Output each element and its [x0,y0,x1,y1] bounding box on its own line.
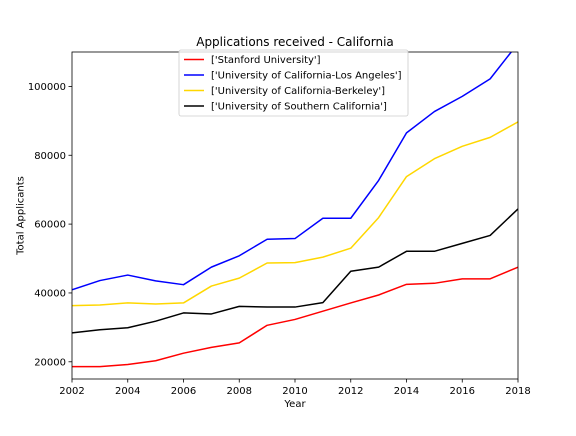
series-lines [72,52,518,368]
x-tick-label: 2004 [115,386,140,397]
x-tick-label: 2016 [450,386,475,397]
x-tick-label: 2002 [59,386,84,397]
legend-items: ['Stanford University'] ['University of C… [184,55,402,113]
y-tick-label: 40000 [34,288,66,299]
series-line-2 [72,52,513,291]
x-axis-label: Year [283,399,306,410]
series-line-3 [72,121,518,307]
x-tick-label: 2006 [171,386,196,397]
legend-box [178,49,409,117]
y-axis-label: Total Applicants [16,176,27,256]
legend-label-1: ['Stanford University'] [211,55,321,66]
x-tick-label: 2008 [227,386,252,397]
series-line-4 [72,208,518,334]
chart-title: Applications received - California [196,35,394,49]
y-axis: 20000 40000 60000 80000 100000 [28,82,72,368]
legend-label-4: ['University of Southern California'] [211,102,387,113]
y-tick-label: 100000 [28,82,66,93]
x-tick-label: 2014 [394,386,419,397]
x-tick-label: 2012 [338,386,363,397]
x-tick-label: 2018 [505,386,530,397]
x-tick-label: 2010 [282,386,307,397]
y-tick-label: 20000 [34,357,66,368]
x-axis: 2002 2004 2006 2008 2010 2012 2014 2016 2018 [59,379,531,397]
legend-label-3: ['University of California-Berkeley'] [211,86,385,97]
legend-label-2: ['University of California-Los Angeles'] [211,71,402,82]
y-tick-label: 60000 [34,220,66,231]
series-line-1 [72,266,518,368]
y-tick-label: 80000 [34,151,66,162]
legend: ['Stanford University'] ['University of C… [178,49,409,117]
